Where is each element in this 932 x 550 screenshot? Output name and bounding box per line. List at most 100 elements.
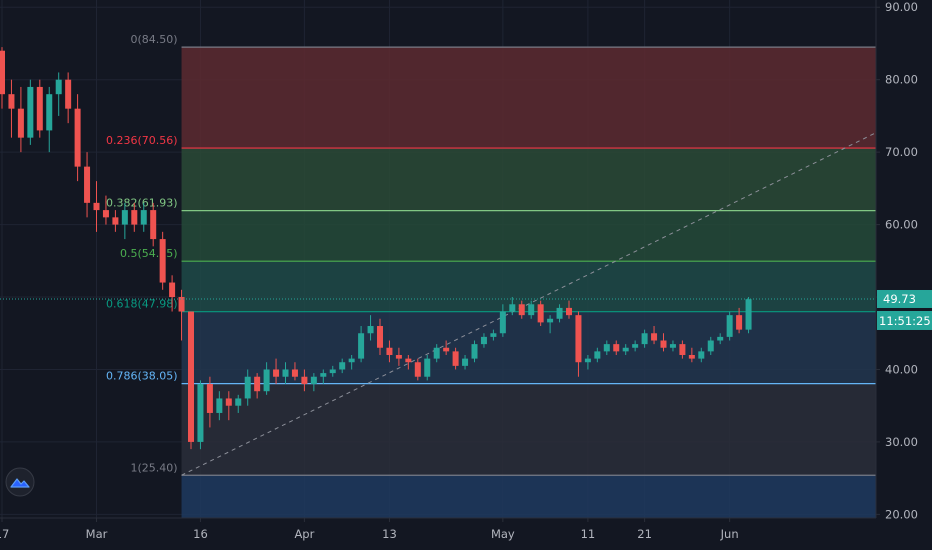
candle-body [688,354,695,359]
candle-body [348,358,355,363]
candle [150,202,157,247]
candle [112,210,119,232]
candle-body [102,210,109,218]
candle [405,354,412,370]
candle-body [273,369,280,377]
price-tick-label: 30.00 [885,435,918,449]
candle [140,202,147,232]
candlestick-series [0,47,752,450]
candle-body [452,351,459,366]
candle [358,326,365,363]
candle [36,79,43,138]
candle [188,311,194,450]
candle-body [320,373,327,377]
candle-body [206,383,213,413]
candle [736,307,743,334]
candle-body [603,344,610,352]
fib-level-label: 0.236(70.56) [106,134,178,147]
price-tick-label: 40.00 [885,362,918,376]
candle-body [632,344,639,348]
candle [528,300,535,319]
candle-body [367,326,374,334]
candle-body [131,210,138,225]
candle [121,202,128,240]
candle-body [424,358,431,377]
candle-body [490,333,497,337]
candle-body [150,210,157,240]
candle [537,300,544,327]
candle [348,354,355,370]
candle [547,315,554,334]
candle-body [8,94,15,109]
countdown-label: 11:51:25 [879,314,931,328]
candle-body [188,311,194,442]
candle-body [74,108,81,167]
candle [509,297,516,316]
candle [499,304,506,337]
candle-body [594,351,601,359]
candle [698,347,705,363]
candle [329,365,336,377]
candle-body [736,315,743,330]
candle [688,347,695,363]
candle [556,304,563,323]
candle [660,333,667,352]
candle [235,394,242,413]
candle [490,329,497,341]
price-axis-background [876,0,932,518]
candle [178,289,185,341]
candle [93,181,100,232]
candle [641,329,648,348]
candle-body [36,86,43,131]
candle-body [377,326,383,348]
candle [575,311,582,377]
price-tick-label: 60.00 [885,218,918,232]
fib-level-label: 0.786(38.05) [106,370,178,383]
fibonacci-retracement[interactable]: 0(84.50) 0.236(70.56) 0.382(61.93) 0.5(54.9… [106,33,932,518]
candle-body [575,315,582,363]
candle [0,47,5,109]
candle-body [556,307,563,319]
candle [726,311,733,341]
candle-body [641,333,648,345]
logo-icon[interactable] [5,467,35,497]
candle-body [651,333,658,341]
candle [651,326,658,345]
candle-body [17,108,24,138]
candle [197,380,204,450]
candle [74,94,81,182]
candle-body [93,202,100,211]
candle [17,86,24,153]
time-tick-label: Mar [86,527,108,541]
candle [386,340,393,363]
candle-body [537,304,544,323]
candle-body [178,297,185,312]
price-tick-label: 80.00 [885,73,918,87]
candle-body [622,347,629,352]
candle-body [197,383,204,442]
time-tick-label: 13 [382,527,397,541]
fib-zone [181,475,877,518]
candle-body [235,398,242,406]
fib-zone [181,47,877,149]
candle-body [405,358,412,363]
candle [395,347,402,366]
candle [367,315,374,341]
fib-trend-line [181,104,932,476]
candle-body [169,282,176,298]
price-badges: 49.73 11:51:25 [877,289,932,330]
candle [8,79,15,138]
candle [480,333,487,348]
candle [622,344,629,355]
time-tick-label: 16 [193,527,208,541]
candle [159,231,166,290]
candle-body [509,304,516,312]
time-tick-label: Apr [294,527,314,541]
candle [339,358,346,374]
time-axis[interactable]: 17 Mar 16 Apr 13 May 11 21 Jun [0,518,739,541]
candle [169,275,176,312]
candle-body [480,336,487,345]
candle-body [65,79,72,109]
